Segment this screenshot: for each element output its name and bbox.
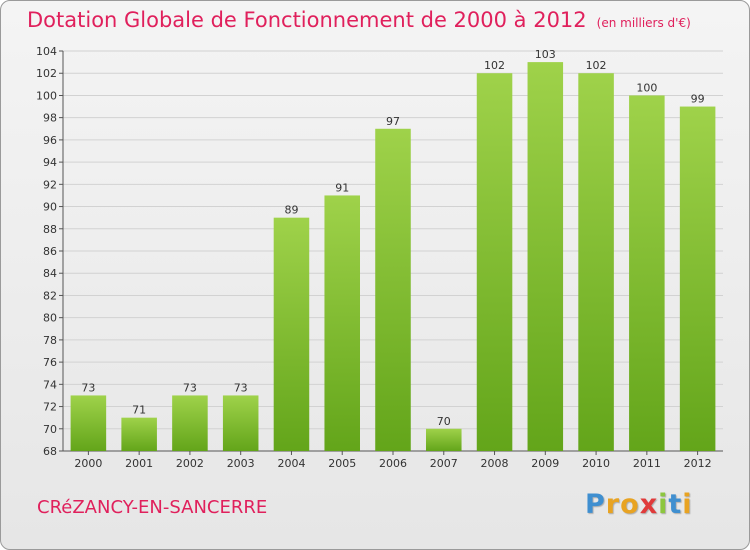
- logo-letter: t: [668, 489, 683, 520]
- x-tick-label: 2001: [125, 457, 153, 470]
- x-tick-label: 2005: [328, 457, 356, 470]
- data-label: 71: [132, 404, 146, 417]
- data-label: 89: [284, 204, 298, 217]
- y-tick-label: 68: [43, 445, 57, 458]
- bar-2008: [476, 73, 513, 451]
- x-tick-label: 2011: [633, 457, 661, 470]
- bar-2010: [578, 73, 614, 451]
- y-tick-label: 90: [43, 201, 57, 214]
- data-label: 103: [535, 48, 556, 61]
- y-tick-label: 72: [43, 401, 57, 414]
- x-tick-label: 2010: [582, 457, 610, 470]
- x-tick-label: 2008: [481, 457, 509, 470]
- bar-2009: [527, 62, 564, 451]
- x-tick-label: 2000: [74, 457, 102, 470]
- y-tick-label: 84: [43, 267, 57, 280]
- bars: [70, 62, 716, 452]
- y-tick-label: 98: [43, 112, 57, 125]
- bar-2012: [679, 106, 716, 452]
- logo-letter: o: [620, 489, 640, 520]
- data-label: 73: [234, 381, 248, 394]
- x-tick-label: 2004: [277, 457, 305, 470]
- y-tick-label: 86: [43, 245, 57, 258]
- axes: 68 70 72 74 76 78 80 82 84 86 88 90 92 94 96 98 100 102 10…: [36, 45, 723, 470]
- data-label: 99: [691, 93, 705, 106]
- bar-2005: [324, 195, 360, 451]
- y-tick-label: 92: [43, 178, 57, 191]
- y-tick-label: 96: [43, 134, 57, 147]
- chart-title-text: Dotation Globale de Fonctionnement de 20…: [27, 8, 587, 32]
- logo-letter: P: [585, 489, 606, 520]
- y-tick-label: 70: [43, 423, 57, 436]
- bar-2001: [121, 417, 157, 451]
- y-tick-label: 102: [36, 67, 57, 80]
- data-label: 102: [586, 59, 607, 72]
- logo-letter: i: [682, 489, 693, 520]
- proxiti-logo: Proxiti: [585, 489, 693, 520]
- data-label: 73: [183, 381, 197, 394]
- logo-letter: i: [658, 489, 669, 520]
- data-label: 70: [437, 415, 451, 428]
- x-tick-label: 2007: [430, 457, 458, 470]
- y-tick-label: 80: [43, 312, 57, 325]
- chart-subtitle: (en milliers d'€): [596, 16, 691, 30]
- bar-2007: [426, 428, 462, 451]
- x-tick-label: 2012: [684, 457, 712, 470]
- y-tick-label: 94: [43, 156, 57, 169]
- y-tick-label: 82: [43, 289, 57, 302]
- x-tick-label: 2002: [176, 457, 204, 470]
- y-tick-label: 104: [36, 45, 57, 58]
- x-tick-label: 2006: [379, 457, 407, 470]
- data-label: 102: [484, 59, 505, 72]
- y-tick-label: 78: [43, 334, 57, 347]
- logo-letter: x: [639, 489, 659, 520]
- data-label: 100: [636, 81, 657, 94]
- y-tick-label: 88: [43, 223, 57, 236]
- bar-2002: [172, 395, 208, 451]
- bar-2011: [629, 95, 665, 451]
- commune-name: CRéZANCY-EN-SANCERRE: [37, 497, 268, 518]
- y-tick-label: 74: [43, 378, 57, 391]
- bar-2003: [222, 395, 259, 451]
- y-tick-label: 100: [36, 89, 57, 102]
- bar-2004: [273, 217, 310, 451]
- x-tick-label: 2003: [227, 457, 255, 470]
- data-label: 97: [386, 115, 400, 128]
- data-label: 91: [335, 181, 349, 194]
- data-labels: 73 71 73 73 89 91 97 70 102 103 102 100 99: [81, 48, 704, 428]
- x-tick-label: 2009: [531, 457, 559, 470]
- logo-letter: r: [605, 489, 621, 520]
- y-tick-label: 76: [43, 356, 57, 369]
- chart-title: Dotation Globale de Fonctionnement de 20…: [27, 8, 691, 32]
- bar-2000: [70, 395, 107, 451]
- bar-2006: [375, 128, 411, 451]
- data-label: 73: [81, 381, 95, 394]
